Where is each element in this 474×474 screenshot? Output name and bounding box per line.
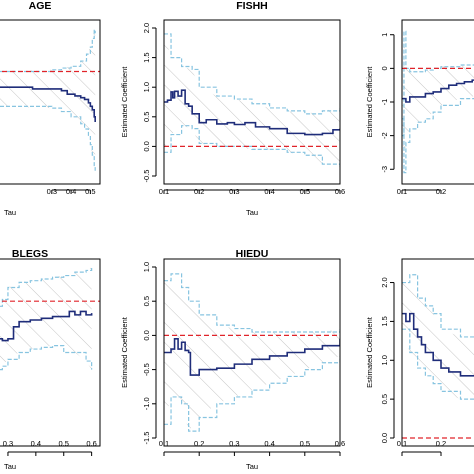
- y-tick-label: -3: [380, 166, 389, 173]
- x-tick-label: 0.5: [59, 439, 69, 448]
- lower-bound-line: [0, 345, 93, 371]
- y-tick-label: -0.5: [142, 170, 151, 183]
- x-tick-label: 0.1: [397, 187, 407, 196]
- plot-area: [164, 33, 340, 168]
- y-tick-label: 1.5: [380, 316, 389, 326]
- x-tick-label: 0.5: [85, 187, 95, 196]
- x-axis-title: Tau: [4, 208, 16, 217]
- x-tick-label: 0.2: [436, 439, 446, 448]
- plot-frame: [163, 258, 341, 447]
- x-tick-label: 0.1: [159, 439, 169, 448]
- y-axis-title: Estimated Coefficient: [365, 66, 374, 138]
- panel-title: BLEGS: [12, 248, 48, 260]
- plot-frame: [401, 19, 474, 185]
- plot-frame: [401, 258, 474, 447]
- y-tick-label: 2.0: [380, 277, 389, 287]
- plot-frame: [163, 19, 341, 185]
- plot-frame: [0, 19, 101, 185]
- y-tick-label: 0.0: [142, 330, 151, 340]
- lower-bound-line: [164, 125, 340, 168]
- panel-title: HIEDU: [236, 248, 269, 260]
- panel-title: AGE: [29, 0, 52, 12]
- y-axis-title: Estimated Coefficient: [120, 316, 129, 388]
- estimate-line: [164, 89, 340, 136]
- estimate-line: [0, 86, 96, 123]
- panel-5: 0.1 0.2 0.3 0.4 0.5 0.6 -1.5 -1.0 -0.5 0.0 0.5 1.0 H…: [120, 248, 345, 471]
- y-tick-label: 0.5: [380, 394, 389, 404]
- y-tick-label: 1.5: [142, 52, 151, 62]
- y-tick-label: 0.0: [142, 141, 151, 151]
- lower-bound-line: [164, 355, 340, 432]
- plot-frame: [0, 258, 101, 447]
- x-tick-label: 0.5: [300, 187, 310, 196]
- y-axis-title: Estimated Coefficient: [120, 66, 129, 138]
- x-tick-label: 0.3: [229, 439, 239, 448]
- upper-bound-line: [402, 274, 474, 338]
- y-tick-label: 1.0: [142, 82, 151, 92]
- plot-area: [402, 30, 474, 174]
- panel-3: 0.1 0.2 -3 -2 -1 0 1 Estimated Coefficient: [365, 19, 474, 196]
- panel-2: 0.1 0.2 0.3 0.4 0.5 0.6 -0.5 0.0 0.5 1.0 1.5 2.0 FIS…: [120, 0, 345, 217]
- lower-bound-line: [402, 98, 474, 174]
- x-tick-label: 0.4: [66, 187, 76, 196]
- y-tick-label: -1.0: [142, 397, 151, 410]
- plot-area: [164, 273, 340, 432]
- y-tick-label: 1.0: [142, 262, 151, 272]
- y-tick-label: 2.0: [142, 23, 151, 33]
- estimate-line: [402, 79, 474, 103]
- y-tick-label: 0.5: [142, 112, 151, 122]
- y-tick-label: -2: [380, 132, 389, 139]
- confidence-band: [164, 33, 340, 168]
- x-tick-label: 0.6: [335, 187, 345, 196]
- x-tick-label: 0.1: [159, 187, 169, 196]
- x-axis-title: Tau: [246, 462, 258, 471]
- x-tick-label: 0.1: [397, 439, 407, 448]
- x-tick-label: 0.4: [31, 439, 41, 448]
- plot-area: [0, 29, 100, 171]
- panel-6: 0.1 0.2 0.0 0.5 1.0 1.5 2.0 Estimated Coefficie…: [365, 258, 474, 456]
- y-tick-label: 1.0: [380, 355, 389, 365]
- x-tick-label: 0.6: [86, 439, 96, 448]
- y-tick-label: 0.5: [142, 296, 151, 306]
- x-tick-label: 0.6: [335, 439, 345, 448]
- plot-area: [402, 274, 474, 439]
- x-axis-title: Tau: [4, 462, 16, 471]
- y-tick-label: -1: [380, 99, 389, 106]
- x-tick-label: 0.2: [194, 439, 204, 448]
- x-tick-label: 0.2: [194, 187, 204, 196]
- x-tick-label: 0.4: [264, 439, 274, 448]
- upper-bound-line: [402, 30, 474, 137]
- lower-bound-line: [402, 328, 474, 400]
- confidence-band: [402, 31, 474, 173]
- estimate-line: [0, 310, 93, 342]
- x-tick-label: 0.3: [229, 187, 239, 196]
- upper-bound-line: [164, 273, 340, 333]
- confidence-band: [402, 274, 474, 402]
- upper-bound-line: [164, 33, 340, 115]
- y-axis-title: Estimated Coefficient: [365, 316, 374, 388]
- upper-bound-line: [0, 267, 93, 307]
- confidence-band: [164, 273, 340, 432]
- x-tick-label: 0.5: [300, 439, 310, 448]
- y-tick-label: 1: [380, 33, 389, 37]
- plot-area: [0, 267, 100, 371]
- estimate-line: [164, 338, 340, 376]
- x-tick-label: 0.3: [3, 439, 13, 448]
- y-tick-label: -1.5: [142, 432, 151, 445]
- x-tick-label: 0.3: [47, 187, 57, 196]
- upper-bound-line: [0, 29, 96, 73]
- y-tick-label: 0: [380, 66, 389, 70]
- panel-1: 0.3 0.4 0.5 AGE Tau: [0, 0, 101, 217]
- x-tick-label: 0.2: [436, 187, 446, 196]
- estimate-line: [402, 312, 474, 377]
- y-tick-label: -0.5: [142, 363, 151, 376]
- panel-4: 0.3 0.4 0.5 0.6 BLEGS Tau: [0, 248, 101, 471]
- confidence-band: [0, 29, 96, 171]
- y-tick-label: 0.0: [380, 433, 389, 443]
- x-axis-title: Tau: [246, 208, 258, 217]
- x-tick-label: 0.4: [264, 187, 274, 196]
- panel-title: FISHH: [236, 0, 268, 12]
